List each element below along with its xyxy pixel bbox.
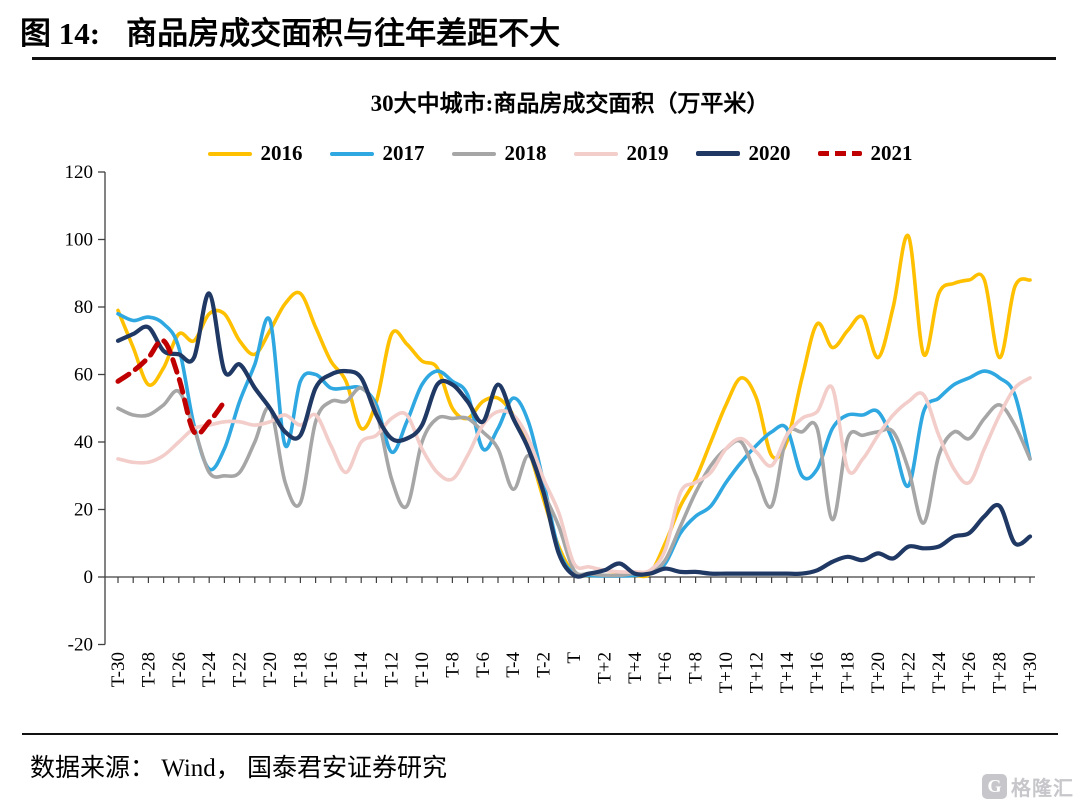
x-tick-label: T+22	[898, 652, 919, 693]
legend-swatch-2019	[573, 151, 618, 156]
legend-item-2020: 2020	[695, 141, 791, 165]
footer-divider	[22, 733, 1058, 735]
legend-swatch-2018	[451, 151, 496, 156]
x-tick-label: T+14	[777, 652, 798, 694]
x-tick-label: T+26	[959, 652, 980, 693]
x-tick-label: T-30	[108, 652, 129, 687]
x-tick-label: T-20	[260, 652, 281, 687]
legend-label-2017: 2017	[382, 141, 425, 165]
legend-item-2019: 2019	[573, 141, 669, 165]
chart-title: 30大中城市:商品房成交面积（万平米）	[370, 91, 770, 116]
chart-legend: 2016 2017 2018 2019 2020 2021	[60, 143, 1060, 164]
figure-number: 图 14:	[20, 16, 101, 51]
legend-swatch-2020	[695, 151, 740, 156]
y-tick-label: 40	[74, 432, 93, 453]
gelonghui-icon: G	[982, 774, 1007, 799]
x-tick-label: T+16	[807, 652, 828, 693]
x-tick-label: T-22	[230, 652, 251, 687]
y-tick-label: 60	[74, 365, 93, 386]
y-tick-label: 80	[74, 297, 93, 318]
x-tick-label: T+28	[990, 652, 1011, 693]
legend-item-2018: 2018	[451, 141, 547, 165]
legend-swatch-2016	[207, 151, 252, 156]
x-tick-label: T-4	[503, 652, 524, 678]
legend-item-2021: 2021	[817, 141, 913, 165]
x-tick-label: T+30	[1020, 652, 1041, 693]
x-tick-label: T+20	[868, 652, 889, 693]
legend-label-2019: 2019	[626, 141, 669, 165]
x-tick-label: T+2	[594, 652, 615, 684]
x-tick-label: T+4	[625, 652, 646, 684]
series-line-2016	[116, 233, 1032, 579]
brand-logo: G 格隆汇	[982, 772, 1074, 801]
y-tick-label: -20	[68, 635, 93, 656]
y-tick-label: 0	[84, 567, 94, 588]
x-tick-label: T-14	[351, 652, 372, 688]
data-source: 数据来源： Wind， 国泰君安证券研究	[30, 755, 448, 782]
legend-label-2020: 2020	[748, 141, 791, 165]
x-tick-label: T-16	[321, 652, 342, 687]
title-divider	[32, 57, 1056, 60]
series-line-2020	[115, 291, 1033, 579]
series-line-2019	[116, 376, 1032, 575]
x-tick-label: T-28	[138, 652, 159, 687]
x-tick-label: T-26	[169, 652, 190, 687]
x-tick-label: T-24	[199, 652, 220, 688]
x-tick-label: T-2	[534, 652, 555, 678]
figure-title: 图 14: 商品房成交面积与往年差距不大	[20, 8, 560, 53]
x-tick-label: T+18	[838, 652, 859, 693]
y-tick-label: 20	[74, 500, 93, 521]
legend-item-2016: 2016	[207, 141, 303, 165]
x-tick-label: T-10	[412, 652, 433, 687]
brand-logo-text: 格隆汇	[1011, 778, 1074, 800]
x-tick-label: T+12	[746, 652, 767, 693]
legend-swatch-2017	[329, 151, 374, 156]
figure-title-text: 商品房成交面积与往年差距不大	[126, 16, 561, 51]
x-tick-label: T-6	[473, 652, 494, 678]
x-tick-label: T+10	[716, 652, 737, 693]
y-tick-label: 120	[65, 162, 94, 183]
legend-label-2021: 2021	[870, 141, 913, 165]
legend-label-2016: 2016	[260, 141, 303, 165]
x-tick-label: T+8	[686, 652, 707, 684]
x-tick-label: T+24	[929, 652, 950, 694]
x-tick-label: T-12	[382, 652, 403, 687]
legend-item-2017: 2017	[329, 141, 425, 165]
x-tick-label: T-8	[442, 652, 463, 678]
x-tick-label: T-18	[290, 652, 311, 687]
x-tick-label: T	[564, 652, 585, 664]
legend-label-2018: 2018	[504, 141, 547, 165]
legend-swatch-2021	[817, 151, 862, 156]
x-tick-label: T+6	[655, 652, 676, 684]
y-tick-label: 100	[65, 230, 94, 251]
series-line-2021	[115, 337, 227, 437]
